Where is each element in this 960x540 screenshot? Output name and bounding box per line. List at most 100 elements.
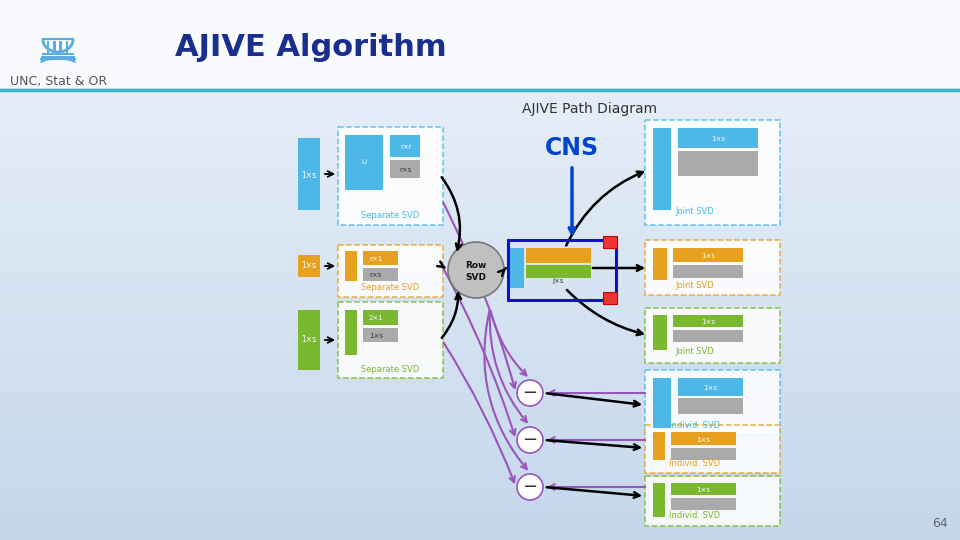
Bar [0,243,960,258]
Text: U: U [361,159,367,165]
Bar [603,236,617,248]
Bar [0,284,960,298]
Text: 1×s: 1×s [701,319,715,325]
Bar [0,0,960,15]
Bar [338,302,443,378]
Bar [0,256,960,271]
Bar [363,251,398,265]
Bar [0,378,960,393]
Bar [678,128,758,148]
Bar [510,248,524,288]
Text: 1×s: 1×s [369,333,383,339]
Bar [603,292,617,304]
Text: r×s: r×s [370,272,382,278]
Bar [0,135,960,150]
Bar [338,127,443,225]
Bar [671,483,736,495]
Bar [298,310,320,370]
Text: 1×s: 1×s [701,253,715,259]
Bar [0,513,960,528]
Bar [653,128,671,210]
Text: 1×s: 1×s [696,437,710,443]
Bar [0,122,960,136]
Bar [526,248,591,263]
Bar [671,432,736,445]
Text: r×s: r×s [399,167,412,173]
Bar [0,27,960,42]
Bar [0,324,960,339]
Bar [0,108,960,123]
Bar [42,53,74,55]
Text: Individ. SVD: Individ. SVD [669,422,721,430]
Bar [0,500,960,514]
Text: UNC, Stat & OR: UNC, Stat & OR [10,76,108,89]
Bar [645,370,780,435]
Bar [0,310,960,325]
Bar [0,0,960,88]
Bar [390,160,420,178]
Bar [645,425,780,473]
Text: 1×s: 1×s [301,261,317,271]
Bar [0,68,960,82]
Text: SVD: SVD [466,273,487,281]
Bar [40,58,76,60]
Bar [0,176,960,190]
Bar [0,472,960,487]
Bar [678,151,758,176]
Text: Individ. SVD: Individ. SVD [669,460,721,469]
Bar [0,351,960,366]
Bar [0,459,960,474]
Bar [298,255,320,277]
Bar [0,418,960,433]
Bar [345,251,357,281]
Bar [298,138,320,210]
Bar [0,202,960,217]
Circle shape [448,242,504,298]
Text: Joint SVD: Joint SVD [676,280,714,289]
Text: 64: 64 [932,517,948,530]
Bar [0,162,960,177]
Bar [673,330,743,342]
Bar [0,54,960,69]
Bar [0,148,960,163]
Text: Joint SVD: Joint SVD [676,207,714,217]
Bar [345,310,357,355]
Bar [526,265,591,278]
Bar [673,248,743,262]
Bar [0,216,960,231]
Bar [0,486,960,501]
Bar [645,308,780,363]
Text: Separate SVD: Separate SVD [361,284,420,293]
Bar [363,268,398,281]
Text: 1×s: 1×s [301,171,317,179]
Bar [0,364,960,379]
Circle shape [517,427,543,453]
Bar [47,40,49,53]
Text: AJIVE Algorithm: AJIVE Algorithm [175,32,446,62]
Bar [390,135,420,157]
Circle shape [517,474,543,500]
Text: −: − [522,478,538,496]
Bar [678,398,743,414]
Bar [653,248,667,280]
Text: r×r: r×r [400,144,412,150]
Bar [645,476,780,526]
Bar [53,40,56,53]
Text: 1×s: 1×s [696,487,710,493]
Bar [645,120,780,225]
Text: 1×s: 1×s [703,385,717,391]
Bar [0,14,960,28]
Bar [0,40,960,55]
Bar [508,240,616,300]
Text: CNS: CNS [545,136,599,160]
Bar [0,189,960,204]
Bar [653,378,671,428]
Bar [0,405,960,420]
Text: Individ. SVD: Individ. SVD [669,511,721,521]
Text: Joint SVD: Joint SVD [676,348,714,356]
Bar [363,328,398,342]
Bar [673,315,743,327]
Text: 2×1: 2×1 [369,315,383,321]
Bar [653,315,667,350]
Bar [678,378,743,396]
